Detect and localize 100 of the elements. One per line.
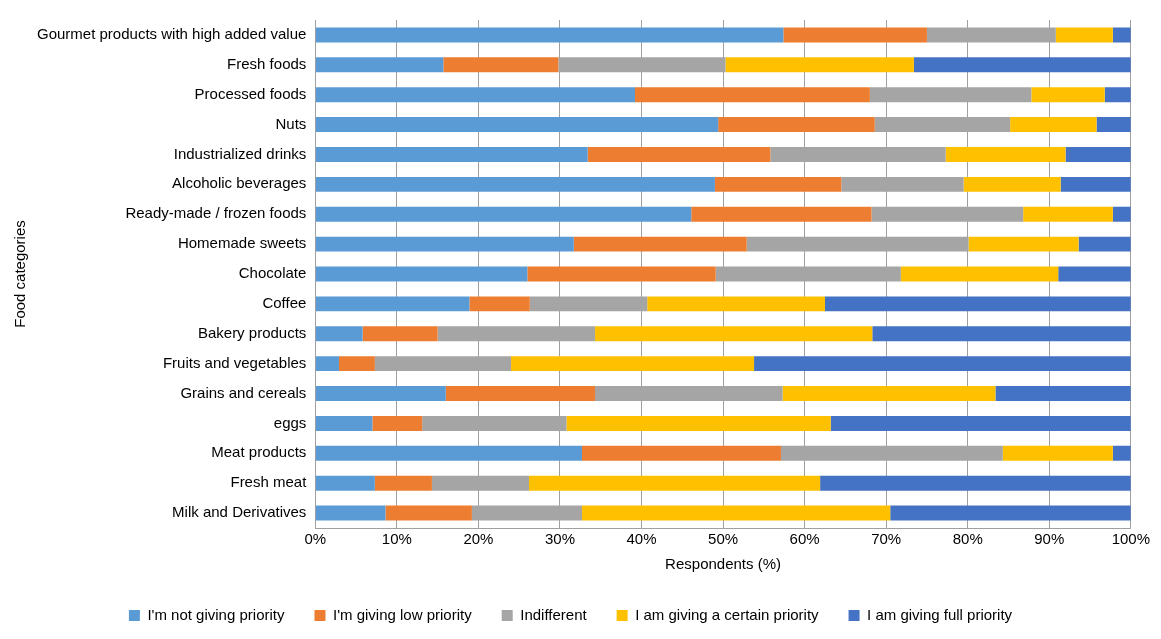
bar — [872, 326, 1131, 342]
bar — [635, 87, 870, 103]
x-axis-title: Respondents (%) — [665, 555, 782, 573]
bar — [825, 296, 1131, 312]
x-tick-label: 50% — [708, 530, 739, 548]
y-tick-label: Meat products — [211, 443, 307, 461]
y-tick-label: Gourmet products with high added value — [37, 25, 307, 43]
bar — [315, 236, 574, 252]
bar — [566, 415, 831, 431]
bar — [315, 386, 446, 401]
y-tick-label: Chocolate — [238, 264, 307, 282]
y-tick-label: Fruits and vegetables — [162, 353, 307, 371]
bar — [511, 356, 755, 372]
bar — [782, 386, 996, 401]
bar — [1065, 147, 1131, 162]
bar — [647, 296, 826, 312]
bar — [385, 505, 472, 521]
bar — [718, 117, 875, 133]
bar — [445, 386, 596, 401]
bar — [362, 326, 438, 342]
x-tick-label: 10% — [381, 530, 412, 548]
x-tick-label: 100% — [1111, 530, 1151, 548]
y-tick-label: Fresh foods — [227, 54, 307, 72]
bar — [1055, 27, 1113, 43]
y-tick-label: Fresh meat — [230, 473, 308, 491]
bar — [1031, 87, 1105, 103]
bar — [315, 296, 470, 312]
y-tick-label: Ready-made / frozen foods — [125, 204, 307, 222]
bar — [900, 266, 1059, 282]
bar — [315, 326, 363, 342]
y-tick-label: Processed foods — [194, 84, 307, 102]
y-tick-label: Coffee — [262, 294, 307, 312]
bar — [830, 415, 1131, 431]
legend-label: I'm giving low priority — [332, 605, 473, 623]
bar — [963, 176, 1061, 192]
bar — [469, 296, 530, 312]
bar — [783, 27, 927, 43]
bar — [1060, 176, 1131, 192]
bar — [890, 505, 1131, 521]
y-tick-label: Homemade sweets — [177, 234, 307, 252]
bar — [913, 57, 1131, 73]
bar — [714, 176, 842, 192]
bar — [691, 206, 872, 222]
legend-label: Indifferent — [520, 605, 588, 623]
bar — [754, 356, 1131, 372]
bar — [1078, 236, 1131, 252]
y-axis-title: Food categories — [11, 220, 29, 328]
bar — [587, 147, 771, 162]
y-tick-label: Grains and cereals — [180, 383, 307, 401]
bar — [315, 27, 784, 43]
bar — [1023, 206, 1113, 222]
bar — [315, 475, 375, 491]
x-tick-label: 0% — [304, 530, 327, 548]
y-tick-label: Milk and Derivatives — [172, 503, 307, 521]
bar — [1112, 27, 1131, 43]
bar — [315, 147, 588, 162]
x-tick-label: 90% — [1034, 530, 1065, 548]
legend-label: I am giving a certain priority — [635, 605, 820, 623]
y-tick-label: Industrialized drinks — [173, 144, 307, 162]
bar — [315, 445, 582, 461]
legend-label: I am giving full priority — [867, 605, 1013, 623]
x-tick-label: 40% — [626, 530, 657, 548]
bar — [725, 57, 914, 73]
bar — [1112, 206, 1131, 222]
bar — [1010, 117, 1097, 133]
bar — [374, 475, 432, 491]
x-tick-label: 70% — [871, 530, 902, 548]
y-tick-label: Bakery products — [197, 323, 307, 341]
bar — [1104, 87, 1131, 103]
bar — [1002, 445, 1113, 461]
bar — [528, 475, 821, 491]
y-tick-label: Nuts — [275, 114, 307, 132]
x-tick-label: 80% — [952, 530, 983, 548]
bar — [315, 415, 373, 431]
bar — [945, 147, 1066, 162]
bar — [315, 356, 339, 372]
bar — [1058, 266, 1131, 282]
x-tick-label: 20% — [463, 530, 494, 548]
bar — [995, 386, 1131, 401]
bar — [315, 176, 715, 192]
bar — [315, 505, 386, 521]
bar — [581, 505, 891, 521]
x-tick-label: 30% — [544, 530, 575, 548]
bar — [581, 445, 781, 461]
bar — [573, 236, 747, 252]
bar — [443, 57, 559, 73]
bar — [527, 266, 716, 282]
y-tick-label: eggs — [273, 413, 307, 431]
x-tick-label: 60% — [789, 530, 820, 548]
bar — [315, 87, 635, 103]
bar — [315, 57, 444, 73]
bar — [315, 117, 719, 133]
bar — [315, 266, 528, 282]
bar — [315, 206, 692, 222]
bar — [595, 326, 873, 342]
y-tick-label: Alcoholic beverages — [172, 174, 307, 192]
bar — [1112, 445, 1131, 461]
bar — [820, 475, 1131, 491]
bar — [338, 356, 375, 372]
legend-label: I'm not giving priority — [147, 605, 285, 623]
